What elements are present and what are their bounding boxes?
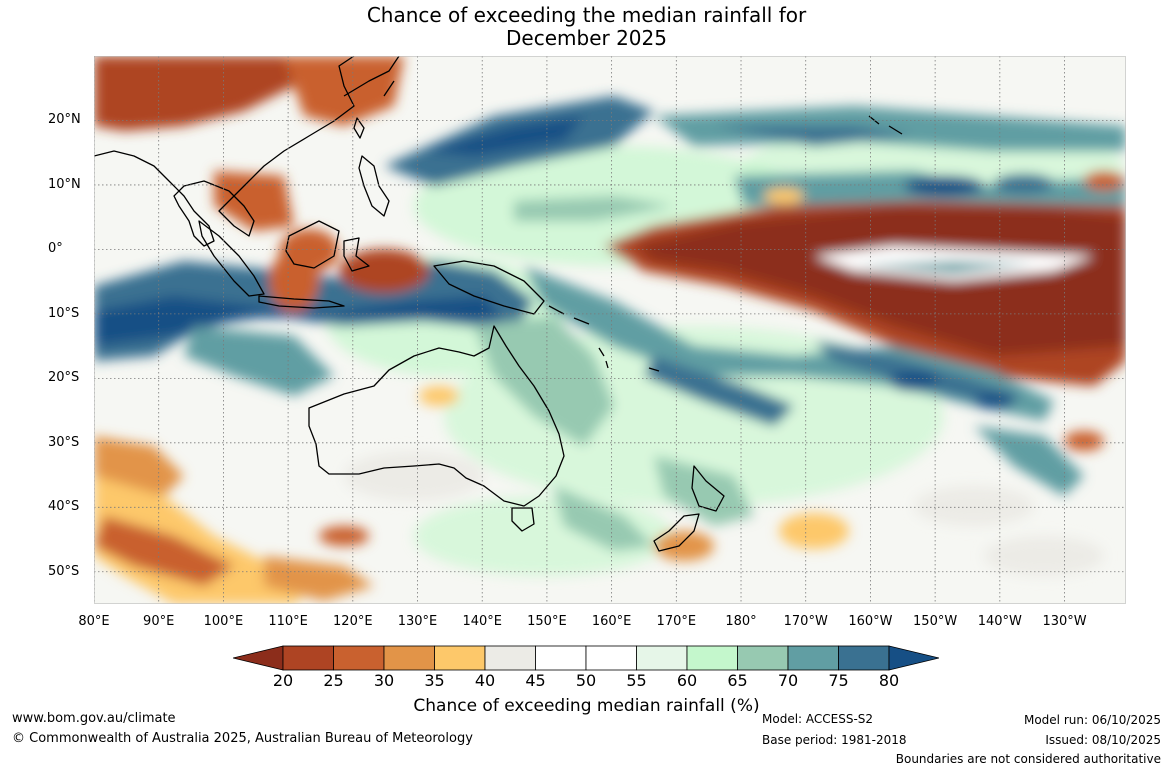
model-name: Model: ACCESS-S2 bbox=[762, 712, 874, 726]
map-frame bbox=[94, 56, 1126, 604]
colorbar-tick-label: 40 bbox=[474, 671, 496, 690]
latitude-label: 30°S bbox=[48, 434, 80, 450]
japan-coastline bbox=[343, 56, 400, 97]
java-coastline bbox=[258, 295, 345, 309]
colorbar-segment bbox=[535, 645, 587, 671]
longitude-label: 100°E bbox=[203, 614, 244, 629]
asia-coastline bbox=[94, 56, 355, 247]
colorbar-tick-label: 65 bbox=[727, 671, 748, 690]
website-link[interactable]: www.bom.gov.au/climate bbox=[12, 711, 176, 726]
colorbar-segment bbox=[686, 645, 738, 671]
latitude-label: 20°N bbox=[48, 112, 81, 128]
colorbar-segment bbox=[333, 645, 385, 671]
colorbar-segment bbox=[737, 645, 789, 671]
fiji-coastline bbox=[648, 367, 660, 372]
longitude-label: 120°E bbox=[333, 614, 373, 629]
colorbar-tick-label: 50 bbox=[575, 671, 597, 690]
new-guinea-coastline bbox=[433, 260, 545, 315]
latitude-label: 0° bbox=[48, 241, 63, 257]
longitude-label: 110°E bbox=[268, 614, 308, 629]
longitude-label: 130°E bbox=[397, 614, 438, 629]
colorbar-tick-label: 60 bbox=[676, 671, 698, 690]
longitude-label: 150°E bbox=[527, 614, 567, 629]
longitude-label: 170°W bbox=[783, 614, 828, 629]
latitude-label: 10°S bbox=[48, 305, 80, 321]
colorbar-segment bbox=[383, 645, 435, 671]
copyright-text: © Commonwealth of Australia 2025, Austra… bbox=[12, 731, 473, 746]
colorbar-segment bbox=[484, 645, 536, 671]
latitude-label: 10°N bbox=[48, 176, 81, 192]
new-zealand-coastline bbox=[653, 465, 725, 552]
longitude-label: 80°E bbox=[78, 614, 110, 629]
sumatra-coastline bbox=[198, 220, 265, 297]
colorbar-segment bbox=[434, 645, 486, 671]
longitude-label: 150°W bbox=[913, 614, 958, 629]
colorbar-segment bbox=[838, 645, 890, 671]
colorbar-tick-label: 70 bbox=[777, 671, 799, 690]
colorbar-label: Chance of exceeding median rainfall (%) bbox=[413, 696, 760, 716]
colorbar-tick-label: 55 bbox=[626, 671, 647, 690]
colorbar-tick-label: 45 bbox=[525, 671, 546, 690]
longitude-label: 160°W bbox=[848, 614, 893, 629]
boundaries-disclaimer: Boundaries are not considered authoritat… bbox=[895, 752, 1161, 766]
colorbar bbox=[233, 645, 939, 671]
colorbar-segment bbox=[585, 645, 637, 671]
graticule bbox=[94, 56, 1126, 604]
colorbar-tick-label: 25 bbox=[323, 671, 344, 690]
australia-coastline bbox=[308, 325, 565, 507]
colorbar-tick-label: 35 bbox=[424, 671, 445, 690]
issued-date: Issued: 08/10/2025 bbox=[1045, 733, 1161, 747]
sulawesi-coastline bbox=[343, 237, 370, 272]
colorbar-segment bbox=[636, 645, 688, 671]
colorbar-arrow-high bbox=[888, 645, 939, 671]
model-run-date: Model run: 06/10/2025 bbox=[1023, 713, 1161, 727]
colorbar-arrow-low bbox=[233, 645, 284, 671]
longitude-label: 140°E bbox=[462, 614, 502, 629]
longitude-label: 90°E bbox=[143, 614, 175, 629]
base-period: Base period: 1981-2018 bbox=[762, 733, 907, 747]
latitude-label: 20°S bbox=[48, 370, 80, 386]
longitude-label: 140°W bbox=[977, 614, 1022, 629]
philippines-coastline bbox=[358, 155, 390, 217]
solomon-islands-coastline bbox=[548, 305, 590, 325]
latitude-label: 40°S bbox=[48, 499, 80, 515]
colorbar-segment bbox=[787, 645, 839, 671]
colorbar-tick-label: 30 bbox=[373, 671, 395, 690]
vanuatu-coastline bbox=[598, 347, 609, 369]
longitude-label: 180° bbox=[725, 614, 757, 629]
colorbar-tick-label: 75 bbox=[828, 671, 849, 690]
coastlines bbox=[94, 56, 903, 552]
borneo-coastline bbox=[285, 220, 340, 269]
colorbar-segment bbox=[282, 645, 334, 671]
colorbar-tick-label: 80 bbox=[878, 671, 900, 690]
map-title: Chance of exceeding the median rainfall … bbox=[0, 4, 1173, 50]
latitude-label: 50°S bbox=[48, 563, 80, 579]
title-line-2: December 2025 bbox=[506, 26, 667, 50]
longitude-label: 160°E bbox=[591, 614, 632, 629]
taiwan-coastline bbox=[353, 117, 365, 139]
probability-field bbox=[94, 56, 1126, 604]
rainfall-probability-map bbox=[94, 56, 1126, 604]
longitude-label: 170°E bbox=[656, 614, 697, 629]
longitude-label: 130°W bbox=[1042, 614, 1087, 629]
colorbar-tick-label: 20 bbox=[272, 671, 294, 690]
tasmania-coastline bbox=[511, 507, 535, 532]
title-line-1: Chance of exceeding the median rainfall … bbox=[366, 3, 807, 27]
